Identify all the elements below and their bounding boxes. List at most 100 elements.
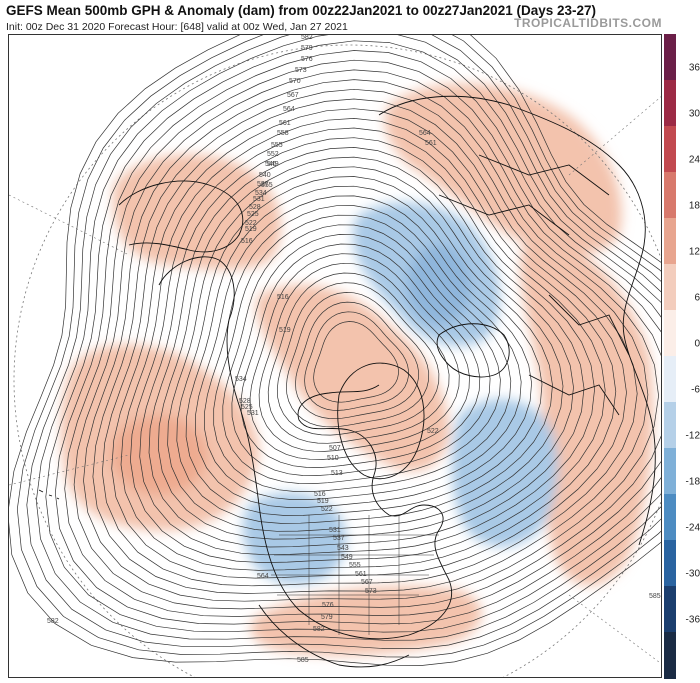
negative-anomaly-canada — [243, 492, 347, 584]
colorbar-tick-label: 0 — [694, 338, 700, 350]
colorbar-segment — [664, 402, 676, 449]
contour-label: 564 — [257, 573, 269, 580]
colorbar-segment — [664, 448, 676, 495]
contour-label: 531 — [253, 196, 265, 203]
colorbar-segment — [664, 218, 676, 265]
contour-label: 537 — [333, 535, 345, 542]
colorbar-tick-label: 6 — [694, 292, 700, 304]
contour-label: 567 — [361, 579, 373, 586]
positive-anomaly-alaska — [113, 154, 281, 270]
contour-label: 576 — [322, 602, 334, 609]
europe-border-2 — [528, 374, 620, 416]
colorbar-tick-label: -24 — [685, 522, 700, 534]
colorbar-segment — [664, 540, 676, 587]
height-contour-line — [35, 35, 661, 641]
colorbar-segment — [664, 80, 676, 127]
contour-label: 564 — [419, 130, 431, 137]
colorbar-segment — [664, 264, 676, 311]
contour-label: 555 — [349, 562, 361, 569]
colorbar-segment — [664, 494, 676, 541]
height-contour-line — [167, 166, 564, 532]
contour-label: 555 — [261, 182, 273, 189]
colorbar-segment — [664, 310, 676, 357]
colorbar-tick-label: 12 — [688, 246, 700, 258]
asia-border-2 — [438, 194, 570, 236]
height-contour-line — [9, 35, 661, 666]
negative-anomaly-siberia-core — [407, 245, 471, 325]
colorbar-tick-label: 30 — [688, 108, 700, 120]
contour-label: 531 — [247, 410, 259, 417]
positive-anomaly-pacific-core — [111, 415, 207, 495]
contour-label: 567 — [287, 92, 299, 99]
contour-label: 522 — [427, 428, 439, 435]
height-contour-line — [176, 176, 553, 524]
contour-label: 525 — [247, 211, 259, 218]
height-contour-line — [157, 156, 574, 540]
contour-label: 546 — [265, 161, 277, 168]
contour-label: 552 — [267, 151, 279, 158]
contour-label: 564 — [283, 106, 295, 113]
contour-label: 555 — [271, 142, 283, 149]
height-contour-line — [64, 59, 661, 617]
contour-label: 516 — [241, 238, 253, 245]
colorbar-segment — [664, 586, 676, 633]
contour-label: 519 — [245, 226, 257, 233]
negative-anomaly-atlantic — [452, 398, 558, 547]
europe-border-1 — [548, 294, 630, 356]
contour-label: 522 — [321, 506, 333, 513]
contour-label: 528 — [249, 204, 261, 211]
colorbar-tick-label: -36 — [685, 614, 700, 626]
contour-label: 510 — [327, 455, 339, 462]
contour-label: 522 — [245, 220, 257, 227]
eurasia-coast — [378, 95, 656, 546]
height-contour-line — [92, 88, 649, 594]
contour-label: 561 — [425, 140, 437, 147]
contour-label: 519 — [279, 327, 291, 334]
anomaly-shading — [61, 83, 653, 656]
contour-label: 579 — [321, 614, 333, 621]
contour-label: 513 — [331, 470, 343, 477]
colorbar-tick-label: -12 — [685, 430, 700, 442]
height-contour-line — [120, 118, 617, 571]
height-contour-line — [83, 79, 659, 602]
contour-label: 561 — [279, 120, 291, 127]
colorbar-tick-label: -6 — [691, 384, 700, 396]
colorbar-segment — [664, 356, 676, 403]
contour-label: 558 — [277, 130, 289, 137]
contour-label: 576 — [301, 56, 313, 63]
contour-label: 525 — [241, 404, 253, 411]
contour-label: 540 — [259, 172, 271, 179]
colorbar-tick-label: -30 — [685, 568, 700, 580]
colorbar-tick-label: 36 — [688, 62, 700, 74]
height-contour-line — [258, 262, 460, 452]
hemisphere-outline — [9, 44, 661, 677]
contour-label: 573 — [365, 588, 377, 595]
height-contour-line — [249, 253, 470, 460]
contour-label: 516 — [314, 491, 326, 498]
height-contour-line — [213, 214, 512, 492]
contour-label: 549 — [341, 554, 353, 561]
init-info: Init: 00z Dec 31 2020 Forecast Hour: [64… — [6, 21, 348, 33]
height-contour-line — [101, 98, 638, 587]
positive-anomaly-greenland — [256, 285, 449, 471]
asia-border-1 — [478, 154, 610, 196]
contour-label: 579 — [301, 45, 313, 52]
us-state-grid — [271, 515, 439, 635]
mexico-coast — [258, 604, 410, 668]
map-svg: 5825795765735705675645615585555525495465… — [9, 35, 661, 677]
contour-label: 573 — [295, 67, 307, 74]
colorbar-segment — [664, 34, 676, 81]
colorbar-tick-label: 18 — [688, 200, 700, 212]
colorbar-segment — [664, 632, 676, 679]
positive-anomaly-atlantic — [250, 586, 482, 656]
greenland-coast — [337, 362, 425, 480]
height-contour-line — [148, 147, 585, 548]
height-contour-line — [267, 272, 450, 444]
north-america-coast — [158, 256, 453, 640]
contour-labels: 5825795765735705675645615585555525495465… — [47, 35, 661, 664]
height-contour-line — [111, 108, 627, 579]
height-contour-line — [304, 311, 409, 411]
height-contour-line — [286, 292, 430, 428]
colorbar-tick-label: -18 — [685, 476, 700, 488]
contour-label: 537 — [257, 181, 269, 188]
